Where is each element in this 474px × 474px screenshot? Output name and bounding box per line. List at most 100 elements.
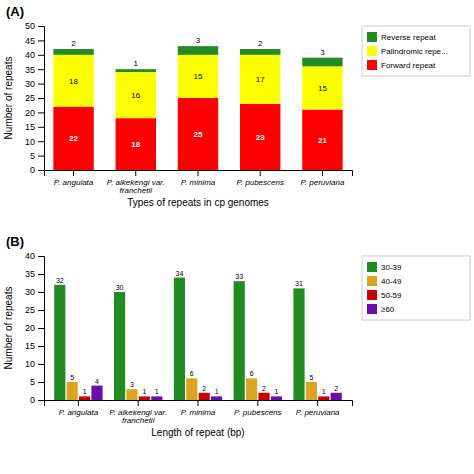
x-tick-label: P. pubescens bbox=[236, 178, 283, 187]
x-tick-label: P. angulata bbox=[59, 408, 99, 417]
y-tick-mark bbox=[38, 364, 44, 365]
bar bbox=[79, 396, 90, 400]
y-tick-label: 25 bbox=[25, 93, 35, 103]
x-tick-mark bbox=[322, 170, 323, 176]
data-label: 15 bbox=[318, 84, 327, 93]
y-tick: 0 bbox=[30, 165, 44, 175]
data-label: 3 bbox=[320, 48, 325, 57]
y-tick-label: 5 bbox=[30, 377, 35, 387]
legend-item: 40-49 bbox=[367, 276, 402, 286]
legend-item: Reverse repeat bbox=[367, 32, 436, 42]
x-tick: P. pubescens bbox=[236, 170, 283, 187]
x-tick-mark bbox=[138, 400, 139, 406]
x-axis: P. angulataP. alkekengi var.franchetiiP.… bbox=[45, 400, 353, 425]
y-tick-mark bbox=[38, 55, 44, 56]
x-tick-mark bbox=[73, 170, 74, 176]
data-label: 23 bbox=[256, 133, 265, 142]
bars bbox=[53, 46, 342, 170]
y-tick-label: 50 bbox=[25, 21, 35, 31]
x-tick: P. angulata bbox=[59, 400, 99, 417]
bar bbox=[178, 55, 218, 98]
y-tick-label: 10 bbox=[25, 137, 35, 147]
y-axis-line bbox=[38, 27, 45, 171]
data-labels: 3230343331536651122141112 bbox=[56, 270, 338, 396]
y-tick-mark bbox=[38, 156, 44, 157]
y-tick-label: 40 bbox=[25, 251, 35, 261]
y-axis: 0510152025303540 bbox=[25, 251, 45, 405]
x-axis: P. angulata P. alkekengi var.franchetii P.… bbox=[45, 170, 353, 195]
bar bbox=[240, 55, 280, 104]
y-tick: 35 bbox=[25, 65, 44, 75]
y-tick-mark bbox=[38, 40, 44, 41]
bar bbox=[211, 396, 222, 400]
y-tick: 15 bbox=[25, 122, 44, 132]
y-tick-mark bbox=[38, 382, 44, 383]
data-label: 2 bbox=[334, 385, 338, 392]
legend-label: Reverse repeat bbox=[381, 33, 436, 42]
y-tick: 50 bbox=[25, 21, 44, 31]
bar bbox=[302, 110, 342, 170]
bar bbox=[271, 396, 282, 400]
x-tick-label: P. peruviana bbox=[300, 178, 344, 187]
y-tick: 45 bbox=[25, 36, 44, 46]
x-tick: P. alkekengi var.franchetii bbox=[107, 170, 165, 195]
data-label: 6 bbox=[250, 370, 254, 377]
bar bbox=[178, 46, 218, 55]
bar bbox=[67, 382, 78, 400]
y-tick-label: 30 bbox=[25, 287, 35, 297]
legend-item: Forward repeat bbox=[367, 60, 436, 70]
data-label: 1 bbox=[155, 388, 159, 395]
y-tick-label: 5 bbox=[30, 151, 35, 161]
data-label: 18 bbox=[69, 77, 78, 86]
legend-frame bbox=[362, 26, 470, 76]
x-tick-label: P. pubescens bbox=[234, 408, 281, 417]
y-tick-label: 15 bbox=[25, 122, 35, 132]
bar bbox=[53, 107, 93, 170]
data-label: 1 bbox=[142, 388, 146, 395]
y-tick: 25 bbox=[25, 305, 44, 315]
legend-swatch bbox=[367, 60, 377, 70]
bar bbox=[318, 396, 329, 400]
bar bbox=[186, 378, 197, 400]
bar bbox=[302, 66, 342, 109]
bar bbox=[126, 389, 137, 400]
data-label: 1 bbox=[83, 388, 87, 395]
bar bbox=[53, 55, 93, 107]
y-tick: 20 bbox=[25, 108, 44, 118]
y-tick-label: 30 bbox=[25, 79, 35, 89]
x-tick: P. angulata bbox=[54, 170, 94, 187]
y-tick: 5 bbox=[30, 377, 44, 387]
legend-swatch bbox=[367, 276, 377, 286]
y-tick: 10 bbox=[25, 359, 44, 369]
y-tick: 35 bbox=[25, 269, 44, 279]
x-tick-mark bbox=[260, 170, 261, 176]
y-tick-mark bbox=[38, 310, 44, 311]
bar bbox=[53, 49, 93, 55]
data-label: 30 bbox=[116, 284, 124, 291]
bar bbox=[258, 393, 269, 400]
y-tick-label: 40 bbox=[25, 50, 35, 60]
x-tick-label: P. peruviana bbox=[296, 408, 340, 417]
y-tick-mark bbox=[38, 26, 44, 27]
bar bbox=[151, 396, 162, 400]
y-axis: 0 5 10 15 20 25 30 35 40 45 50 bbox=[25, 21, 45, 175]
data-label: 2 bbox=[262, 385, 266, 392]
data-label: 33 bbox=[235, 273, 243, 280]
legend-swatch bbox=[367, 290, 377, 300]
x-axis-title: Length of repeat (bp) bbox=[151, 427, 244, 438]
data-labels: 2218252321181615171521323 bbox=[69, 36, 327, 149]
data-label: 5 bbox=[70, 374, 74, 381]
x-tick-mark bbox=[135, 170, 136, 176]
x-tick: P. pubescens bbox=[234, 400, 281, 417]
y-tick-mark bbox=[38, 400, 44, 401]
bar bbox=[116, 118, 156, 170]
bar bbox=[302, 58, 342, 67]
data-label: 31 bbox=[295, 280, 303, 287]
bar bbox=[114, 292, 125, 400]
bar bbox=[240, 49, 280, 55]
y-tick-label: 20 bbox=[25, 323, 35, 333]
y-tick-label: 35 bbox=[25, 65, 35, 75]
data-label: 18 bbox=[131, 140, 140, 149]
bar bbox=[174, 278, 185, 400]
bar bbox=[116, 72, 156, 118]
